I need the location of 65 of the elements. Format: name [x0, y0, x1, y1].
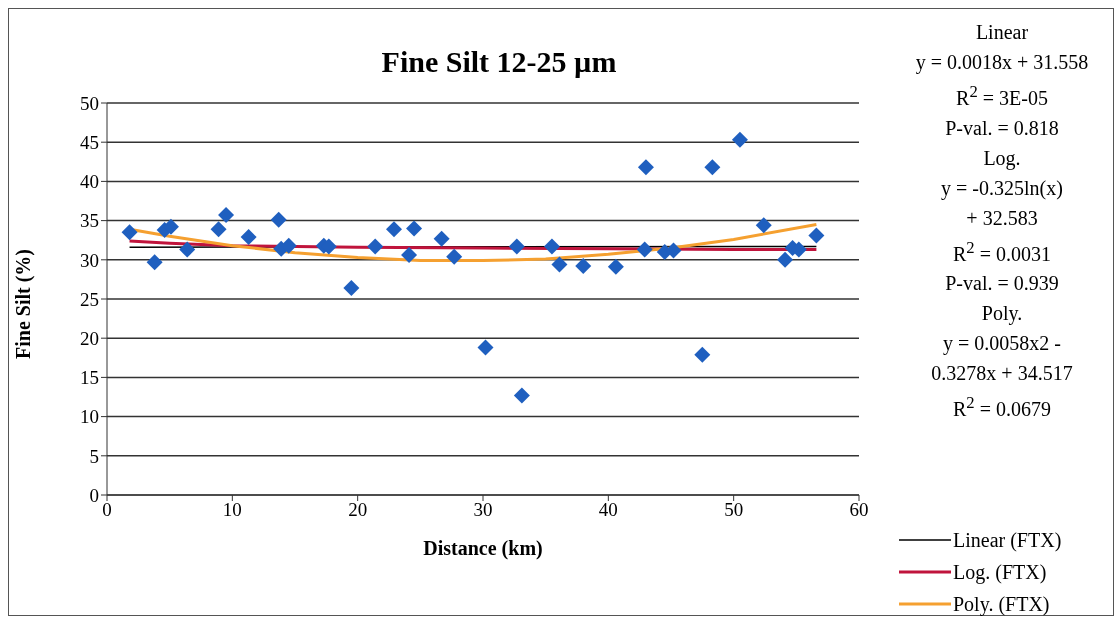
- y-axis-title: Fine Silt (%): [12, 249, 36, 359]
- y-tick-label: 35: [80, 210, 99, 232]
- y-tick-label: 30: [80, 249, 99, 271]
- point: [731, 131, 748, 148]
- text: Log.: [982, 145, 1022, 172]
- y-tick-label: 5: [89, 445, 99, 467]
- point: [179, 241, 196, 258]
- x-tick-label: 20: [348, 499, 368, 521]
- point: [694, 346, 711, 363]
- point: [401, 247, 418, 264]
- point: [704, 159, 721, 176]
- point: [433, 230, 450, 247]
- text: + 32.583: [965, 205, 1039, 231]
- point: [240, 229, 257, 246]
- text: P-val. = 0.939: [944, 271, 1060, 297]
- point: [607, 258, 624, 275]
- legend-label: Log. (FTX): [953, 560, 1047, 584]
- text: Poly.: [980, 301, 1024, 327]
- y-tick-label: 40: [80, 171, 99, 193]
- point: [637, 159, 654, 176]
- point: [270, 211, 287, 228]
- point: [406, 220, 423, 237]
- y-tick-label: 0: [89, 484, 99, 506]
- text: y = -0.325ln(x): [940, 175, 1064, 202]
- y-tick-label: 10: [80, 406, 99, 428]
- text: P-val. = 0.818: [944, 115, 1060, 141]
- point: [386, 221, 403, 238]
- text: y = 0.0058x2 -: [942, 331, 1062, 357]
- x-tick-label: 50: [724, 499, 744, 521]
- point: [446, 248, 463, 265]
- text: R$^{2}$ = 3E-05: [955, 81, 1049, 111]
- x-tick-label: 30: [473, 499, 493, 521]
- y-tick-label: 45: [80, 131, 99, 153]
- x-tick-label: 40: [598, 499, 618, 521]
- legend-label: Poly. (FTX): [953, 592, 1050, 616]
- x-tick-label: 60: [849, 499, 869, 521]
- point: [513, 387, 530, 404]
- y-tick-label: 15: [80, 367, 99, 389]
- point: [121, 224, 138, 241]
- point: [218, 207, 235, 224]
- text: R$^{2}$ = 0.0031: [952, 236, 1052, 267]
- x-tick-label: 10: [222, 499, 242, 521]
- point: [808, 227, 825, 244]
- text: y = 0.0018x + 31.558: [914, 50, 1090, 76]
- text: 0.3278x + 34.517: [930, 361, 1074, 387]
- point: [477, 339, 494, 356]
- x-axis-title: Distance (km): [423, 537, 543, 560]
- y-tick-label: 25: [80, 288, 99, 310]
- point: [543, 238, 560, 255]
- point: [755, 217, 772, 234]
- point: [367, 238, 384, 255]
- point: [575, 258, 592, 275]
- y-tick-label: 20: [80, 327, 99, 349]
- point: [508, 238, 525, 255]
- chart-title: Fine Silt 12-25 µm: [380, 45, 618, 79]
- text: R$^{2}$ = 0.0679: [952, 392, 1052, 422]
- point: [343, 280, 360, 297]
- legend-label: Linear (FTX): [953, 528, 1062, 552]
- y-tick-label: 50: [80, 92, 99, 114]
- point: [636, 241, 653, 258]
- point: [551, 256, 568, 273]
- point: [777, 251, 794, 268]
- text: Linear: [974, 20, 1030, 45]
- point: [210, 221, 227, 238]
- point: [146, 254, 163, 271]
